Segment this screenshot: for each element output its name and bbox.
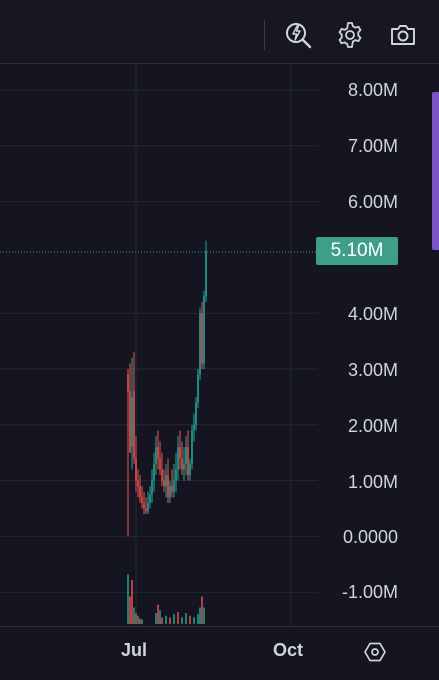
y-axis-label: 4.00M xyxy=(347,304,398,324)
volume-bar xyxy=(173,614,175,624)
volume-bar xyxy=(141,619,143,624)
candle-body xyxy=(191,430,193,464)
candle-body xyxy=(203,296,205,364)
volume-bar xyxy=(131,580,133,624)
candle-body xyxy=(151,480,153,495)
volume-bar xyxy=(137,615,139,624)
candle-body xyxy=(143,502,145,509)
candle-body xyxy=(145,508,147,512)
time-axis[interactable]: Jul Oct xyxy=(0,626,439,680)
candle-body xyxy=(161,469,163,481)
y-axis-label: 8.00M xyxy=(347,80,398,100)
candle-body xyxy=(133,391,135,459)
camera-icon xyxy=(391,25,415,45)
toolbar-separator xyxy=(264,20,265,50)
y-axis-label: -1.00M xyxy=(341,582,398,602)
gear-icon xyxy=(338,22,362,48)
volume-bar xyxy=(159,610,161,624)
volume-bar xyxy=(177,611,179,624)
volume-bar xyxy=(129,596,131,624)
candle-body xyxy=(179,447,181,459)
candle-body xyxy=(165,475,167,487)
volume-bar xyxy=(133,607,135,624)
candle-body xyxy=(157,447,159,459)
volume-bar xyxy=(157,604,159,624)
candle-body xyxy=(197,374,199,403)
candle-body xyxy=(175,469,177,481)
y-axis-label: 3.00M xyxy=(347,360,398,380)
candle-body xyxy=(163,480,165,487)
candle-body xyxy=(141,497,143,503)
volume-bar xyxy=(203,607,205,624)
candle-body xyxy=(181,458,183,470)
candle-body xyxy=(171,486,173,492)
price-scale-scrollbar[interactable] xyxy=(432,92,439,250)
x-axis-label: Jul xyxy=(121,640,148,660)
volume-bar xyxy=(197,614,199,624)
candle-body xyxy=(185,447,187,464)
volume-bar xyxy=(185,613,187,624)
candle-body xyxy=(183,463,185,470)
candle-body xyxy=(169,486,171,498)
candle-body xyxy=(131,396,133,448)
y-axis-label: 6.00M xyxy=(347,192,398,212)
volume-bar xyxy=(189,615,191,624)
settings-button[interactable] xyxy=(333,18,367,52)
axis-settings-button[interactable] xyxy=(360,637,390,667)
y-axis-label: 7.00M xyxy=(347,136,398,156)
y-axis-label: 1.00M xyxy=(347,472,398,492)
y-axis-label: 0.0000 xyxy=(342,527,398,547)
volume-bar xyxy=(161,617,163,624)
chart-toolbar xyxy=(0,0,439,64)
candle-body xyxy=(177,447,179,470)
candle-body xyxy=(149,494,151,503)
candle-body xyxy=(147,502,149,512)
volume-bar xyxy=(181,617,183,624)
candle-body xyxy=(199,313,201,375)
chart-pane[interactable] xyxy=(0,64,439,626)
candle-body xyxy=(201,313,203,364)
candle-body xyxy=(205,251,207,297)
candle-body xyxy=(189,463,191,476)
candle-body xyxy=(167,475,169,498)
candle-body xyxy=(153,463,155,481)
volume-bar xyxy=(169,617,171,624)
candle-body xyxy=(187,447,189,476)
volume-bar xyxy=(199,607,201,624)
candle-body xyxy=(195,402,197,425)
candle-body xyxy=(173,480,175,492)
y-axis-label: 2.00M xyxy=(347,416,398,436)
candle-body xyxy=(155,447,157,464)
x-axis-label: Oct xyxy=(273,640,304,660)
candle-body xyxy=(159,458,161,470)
volume-bar xyxy=(165,615,167,624)
quick-action-button[interactable] xyxy=(281,18,315,52)
quick-action-search-icon xyxy=(286,23,312,49)
candle-body xyxy=(139,486,141,498)
candle-body xyxy=(137,480,139,487)
candle-body xyxy=(129,391,131,453)
volume-bar xyxy=(193,617,195,624)
volume-bar xyxy=(127,574,129,624)
volume-bar xyxy=(155,613,157,624)
volume-bar xyxy=(201,596,203,624)
candle-body xyxy=(127,374,129,392)
price-chart[interactable] xyxy=(0,64,439,626)
volume-bar xyxy=(139,618,141,624)
volume-bar xyxy=(135,613,137,624)
candle-body xyxy=(135,458,137,481)
screenshot-button[interactable] xyxy=(386,18,420,52)
candle-body xyxy=(193,424,195,431)
hexagon-settings-icon xyxy=(364,642,386,662)
last-price-label: 5.10M xyxy=(316,237,398,265)
